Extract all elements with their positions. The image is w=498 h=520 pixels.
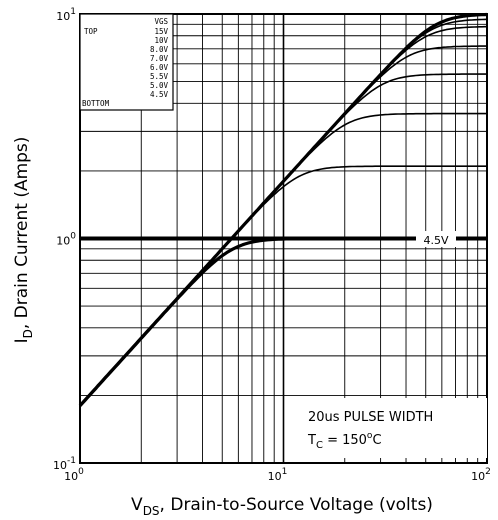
legend-box <box>79 13 174 111</box>
legend-header: VGS <box>154 17 168 26</box>
legend-entry: 7.0V <box>150 54 169 63</box>
legend: TOP BOTTOM VGS 15V10V8.0V7.0V6.0V5.5V5.0… <box>79 13 174 111</box>
y-tick-label: 101 <box>56 7 76 23</box>
note-background <box>303 398 487 458</box>
legend-top-label: TOP <box>84 27 98 36</box>
curve-label-4-5v: 4.5V <box>423 234 448 247</box>
legend-entry: 8.0V <box>150 45 169 54</box>
legend-entry: 6.0V <box>150 63 169 72</box>
curve-label-background <box>416 231 456 247</box>
legend-entry: 15V <box>154 27 168 36</box>
note-temperature: TC = 150oC <box>307 431 382 451</box>
legend-bottom-label: BOTTOM <box>82 99 110 108</box>
note-pulse-width: 20us PULSE WIDTH <box>308 410 433 425</box>
legend-entry: 10V <box>154 36 168 45</box>
y-tick-label: 10-1 <box>53 456 76 472</box>
plot-frame <box>79 13 488 464</box>
y-tick-label: 100 <box>56 232 76 248</box>
x-axis-title: VDS, Drain-to-Source Voltage (volts) <box>131 495 433 518</box>
legend-entry: 5.5V <box>150 72 169 81</box>
x-tick-label: 101 <box>268 467 288 483</box>
x-tick-label: 100 <box>64 467 84 483</box>
legend-entry: 4.5V <box>150 90 169 99</box>
x-tick-label: 102 <box>471 467 491 483</box>
legend-entry: 5.0V <box>150 81 169 90</box>
test-condition-note: 20us PULSE WIDTH TC = 150oC <box>303 398 487 458</box>
y-axis-title: ID, Drain Current (Amps) <box>12 137 35 344</box>
